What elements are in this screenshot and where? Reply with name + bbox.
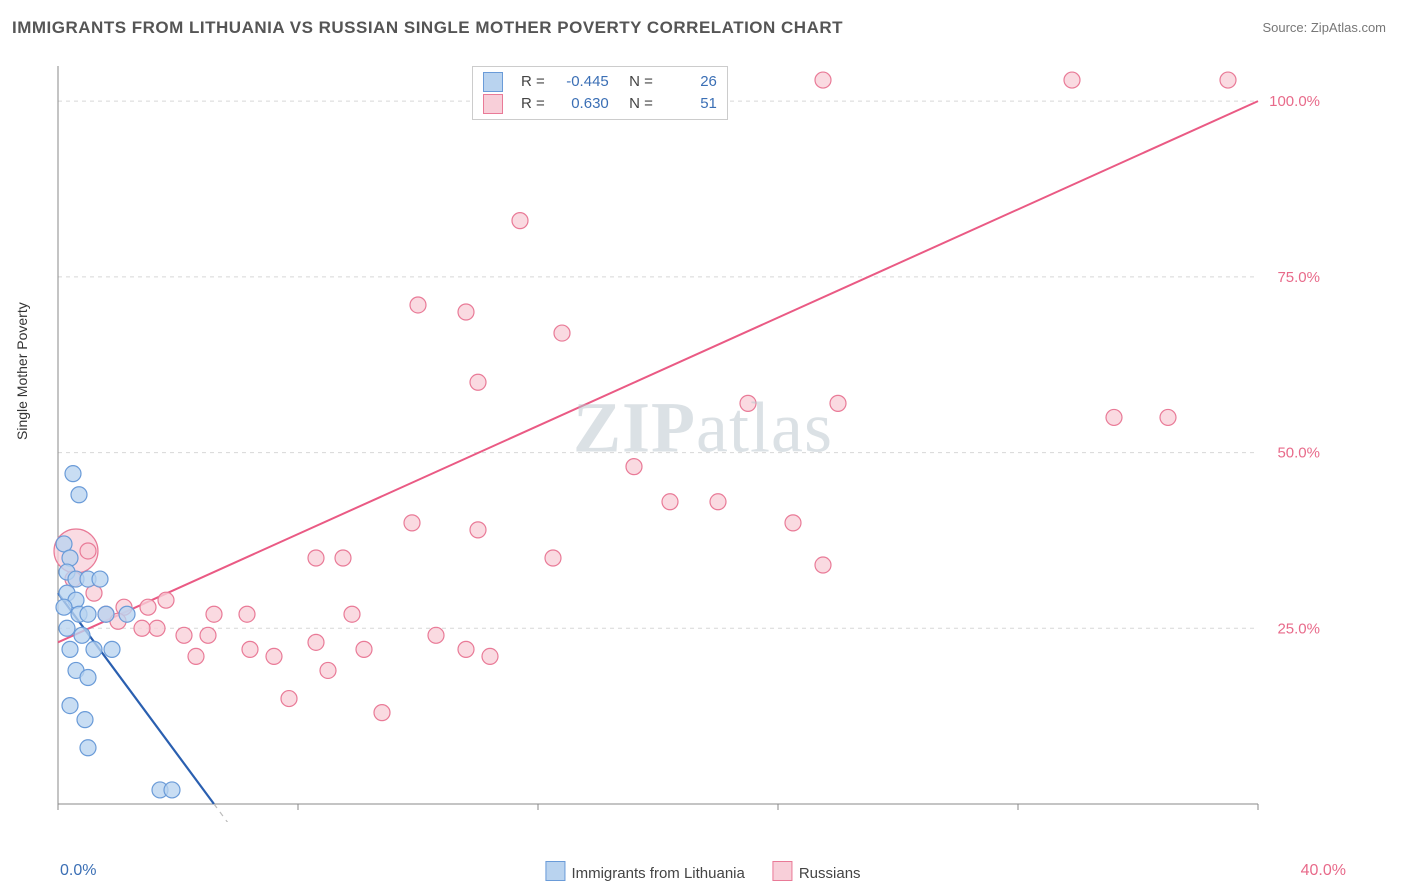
source-label: Source: ZipAtlas.com xyxy=(1262,20,1386,35)
swatch-lithuania xyxy=(483,72,503,92)
scatter-plot: 25.0% 50.0% 75.0% 100.0% xyxy=(48,62,1328,822)
legend-row-russians: R = 0.630 N = 51 xyxy=(483,93,717,115)
swatch-icon xyxy=(545,861,565,881)
legend-item-russians: Russians xyxy=(773,861,861,882)
x-axis-min-label: 0.0% xyxy=(60,862,96,880)
series-legend: Immigrants from Lithuania Russians xyxy=(545,861,860,882)
chart-title: IMMIGRANTS FROM LITHUANIA VS RUSSIAN SIN… xyxy=(12,18,843,37)
legend-item-lithuania: Immigrants from Lithuania xyxy=(545,861,744,882)
swatch-russians xyxy=(483,94,503,114)
swatch-icon xyxy=(773,861,793,881)
svg-text:75.0%: 75.0% xyxy=(1277,269,1320,286)
svg-text:25.0%: 25.0% xyxy=(1277,620,1320,637)
y-axis-label: Single Mother Poverty xyxy=(14,302,30,440)
svg-text:50.0%: 50.0% xyxy=(1277,445,1320,462)
x-axis-max-label: 40.0% xyxy=(1301,862,1346,880)
svg-text:100.0%: 100.0% xyxy=(1269,93,1320,110)
correlation-legend: R = -0.445 N = 26 R = 0.630 N = 51 xyxy=(472,66,728,120)
legend-row-lithuania: R = -0.445 N = 26 xyxy=(483,71,717,93)
